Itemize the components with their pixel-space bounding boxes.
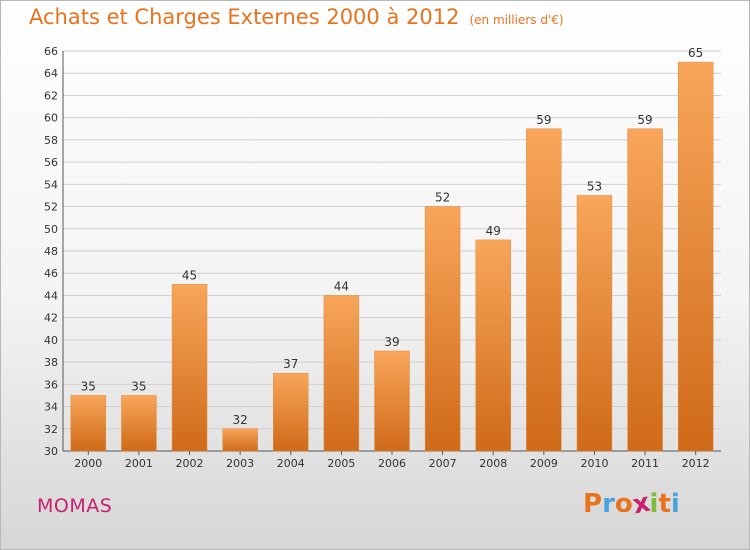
y-tick-label: 30 bbox=[44, 445, 58, 458]
logo-letter: P bbox=[583, 489, 603, 519]
y-tick-label: 44 bbox=[44, 289, 58, 302]
bar-2004 bbox=[273, 372, 309, 452]
x-tick-label-2008: 2008 bbox=[479, 457, 507, 470]
bar-2012 bbox=[677, 61, 714, 452]
y-tick-label: 54 bbox=[44, 178, 58, 191]
value-label-2012: 65 bbox=[688, 46, 703, 60]
x-tick-label-2000: 2000 bbox=[74, 457, 102, 470]
bar-2001 bbox=[121, 395, 157, 452]
bar-2007 bbox=[424, 206, 461, 452]
value-label-2007: 52 bbox=[435, 191, 450, 205]
tick-labels: 30 32 34 36 38 40 42 44 46 48 50 52 54 56 58 60 62 64 66 20… bbox=[44, 45, 710, 470]
y-tick-label: 48 bbox=[44, 245, 58, 258]
y-tick-label: 32 bbox=[44, 423, 58, 436]
x-tick-label-2010: 2010 bbox=[580, 457, 608, 470]
bar-2002 bbox=[171, 284, 208, 452]
x-tick-label-2006: 2006 bbox=[378, 457, 406, 470]
value-label-2001: 35 bbox=[131, 379, 146, 393]
chart-unit: (en milliers d'€) bbox=[469, 13, 564, 27]
value-label-2005: 44 bbox=[334, 279, 349, 293]
proxiti-logo: Proxiti bbox=[583, 488, 680, 521]
bar-2003 bbox=[222, 428, 258, 452]
value-label-2000: 35 bbox=[81, 379, 96, 393]
logo-letter: o bbox=[614, 489, 633, 519]
y-tick-label: 62 bbox=[44, 89, 58, 102]
x-tick-label-2009: 2009 bbox=[530, 457, 558, 470]
x-tick-label-2012: 2012 bbox=[682, 457, 710, 470]
bar-2006 bbox=[374, 350, 410, 452]
y-tick-label: 34 bbox=[44, 401, 58, 414]
bars bbox=[70, 61, 714, 452]
value-label-2006: 39 bbox=[384, 335, 399, 349]
y-tick-label: 60 bbox=[44, 112, 58, 125]
y-tick-label: 66 bbox=[44, 45, 58, 58]
y-tick-label: 56 bbox=[44, 156, 58, 169]
y-tick-label: 64 bbox=[44, 67, 58, 80]
logo-letter: i bbox=[649, 489, 659, 519]
value-label-2002: 45 bbox=[182, 268, 197, 282]
bar-2005 bbox=[323, 295, 360, 452]
y-tick-label: 52 bbox=[44, 201, 58, 214]
value-labels: 35 35 45 32 37 44 39 52 49 59 53 59 65 bbox=[81, 46, 704, 427]
y-tick-label: 42 bbox=[44, 312, 58, 325]
value-label-2008: 49 bbox=[486, 224, 501, 238]
y-tick-label: 40 bbox=[44, 334, 58, 347]
bar-2009 bbox=[526, 128, 562, 452]
logo-letter: r bbox=[602, 489, 615, 519]
chart-title: Achats et Charges Externes 2000 à 2012 (e… bbox=[29, 5, 564, 29]
x-tick-label-2005: 2005 bbox=[327, 457, 355, 470]
y-tick-label: 58 bbox=[44, 134, 58, 147]
value-label-2004: 37 bbox=[283, 357, 298, 371]
y-tick-label: 50 bbox=[44, 223, 58, 236]
x-tick-label-2002: 2002 bbox=[176, 457, 204, 470]
y-tick-label: 46 bbox=[44, 267, 58, 280]
value-label-2011: 59 bbox=[637, 113, 652, 127]
bar-2000 bbox=[70, 395, 107, 452]
x-tick-label-2004: 2004 bbox=[277, 457, 305, 470]
y-tick-label: 38 bbox=[44, 356, 58, 369]
x-tick-label-2011: 2011 bbox=[631, 457, 659, 470]
chart-title-text: Achats et Charges Externes 2000 à 2012 bbox=[29, 5, 460, 29]
bar-2010 bbox=[576, 195, 613, 452]
value-label-2003: 32 bbox=[233, 413, 248, 427]
x-tick-label-2001: 2001 bbox=[125, 457, 153, 470]
logo-letter: t bbox=[658, 489, 671, 519]
commune-name: MOMAS bbox=[37, 495, 113, 517]
y-tick-label: 36 bbox=[44, 378, 58, 391]
logo-letter: i bbox=[670, 489, 680, 519]
value-label-2010: 53 bbox=[587, 179, 602, 193]
value-label-2009: 59 bbox=[536, 113, 551, 127]
bar-2011 bbox=[627, 128, 663, 452]
x-tick-label-2003: 2003 bbox=[226, 457, 254, 470]
bar-2008 bbox=[475, 239, 511, 452]
x-tick-label-2007: 2007 bbox=[429, 457, 457, 470]
